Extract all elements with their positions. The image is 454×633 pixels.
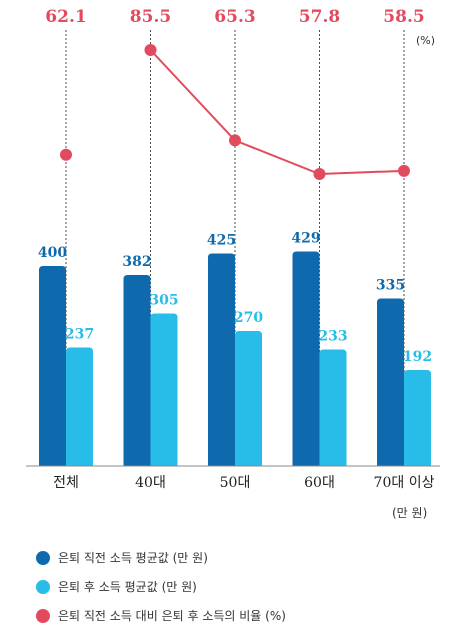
bar-before-4	[377, 298, 404, 466]
legend-swatch-after	[36, 579, 50, 594]
ratio-point-1	[144, 44, 157, 56]
bar-after-2	[235, 331, 262, 466]
bar-before-0	[39, 266, 66, 466]
bar-before-label-0: 400	[38, 245, 67, 261]
ratio-line	[60, 44, 410, 180]
category-label-3: 60대	[304, 475, 335, 491]
ratio-value-label-0: 62.1	[45, 7, 86, 27]
ratio-unit-label: (%)	[416, 34, 435, 47]
bar-after-4	[404, 370, 431, 466]
bar-before-label-2: 425	[207, 233, 236, 249]
bar-after-label-0: 237	[65, 327, 94, 343]
legend-item-before: 은퇴 직전 소득 평균값 (만 원)	[36, 549, 208, 566]
bar-before-1	[123, 275, 151, 466]
bar-after-label-2: 270	[234, 310, 263, 326]
ratio-point-2	[229, 134, 241, 147]
ratio-value-label-3: 57.8	[299, 7, 340, 27]
category-label-1: 40대	[135, 475, 166, 491]
ratio-point-0	[60, 148, 72, 161]
category-label-0: 전체	[53, 475, 79, 491]
ratio-point-4	[398, 164, 410, 177]
legend-item-after: 은퇴 후 소득 평균값 (만 원)	[36, 578, 197, 595]
bar-after-0	[66, 347, 93, 466]
ratio-polyline	[149, 49, 405, 176]
legend-item-ratio: 은퇴 직전 소득 대비 은퇴 후 소득의 비율 (%)	[36, 607, 286, 624]
legend-label-after: 은퇴 후 소득 평균값 (만 원)	[58, 580, 197, 594]
legend-swatch-ratio	[36, 608, 50, 623]
legend-label-before: 은퇴 직전 소득 평균값 (만 원)	[58, 551, 208, 565]
bar-after-1	[150, 313, 178, 466]
category-label-4: 70대 이상	[374, 475, 435, 491]
bar-after-label-3: 233	[318, 329, 347, 345]
legend-swatch-before	[36, 550, 50, 565]
bar-after-label-4: 192	[403, 349, 432, 365]
bar-unit-label: (만 원)	[392, 506, 427, 520]
bar-before-label-4: 335	[376, 278, 405, 294]
legend-label-ratio: 은퇴 직전 소득 대비 은퇴 후 소득의 비율 (%)	[58, 609, 286, 623]
ratio-point-3	[313, 168, 326, 180]
ratio-value-label-2: 65.3	[214, 7, 255, 27]
ratio-value-label-4: 58.5	[383, 7, 424, 27]
bar-before-label-1: 382	[122, 254, 151, 270]
bar-before-3	[292, 251, 320, 466]
guide-lines	[65, 30, 405, 466]
labels: 400 237 전체 62.1 382 305 40대 85.5 425 270 50대 65.3 42…	[38, 7, 435, 491]
bar-before-2	[208, 253, 235, 466]
bars	[39, 251, 431, 466]
bar-after-3	[319, 349, 347, 466]
category-label-2: 50대	[220, 475, 251, 491]
bar-before-label-3: 429	[291, 231, 320, 247]
ratio-value-label-1: 85.5	[130, 7, 171, 27]
bar-after-label-1: 305	[149, 293, 178, 309]
